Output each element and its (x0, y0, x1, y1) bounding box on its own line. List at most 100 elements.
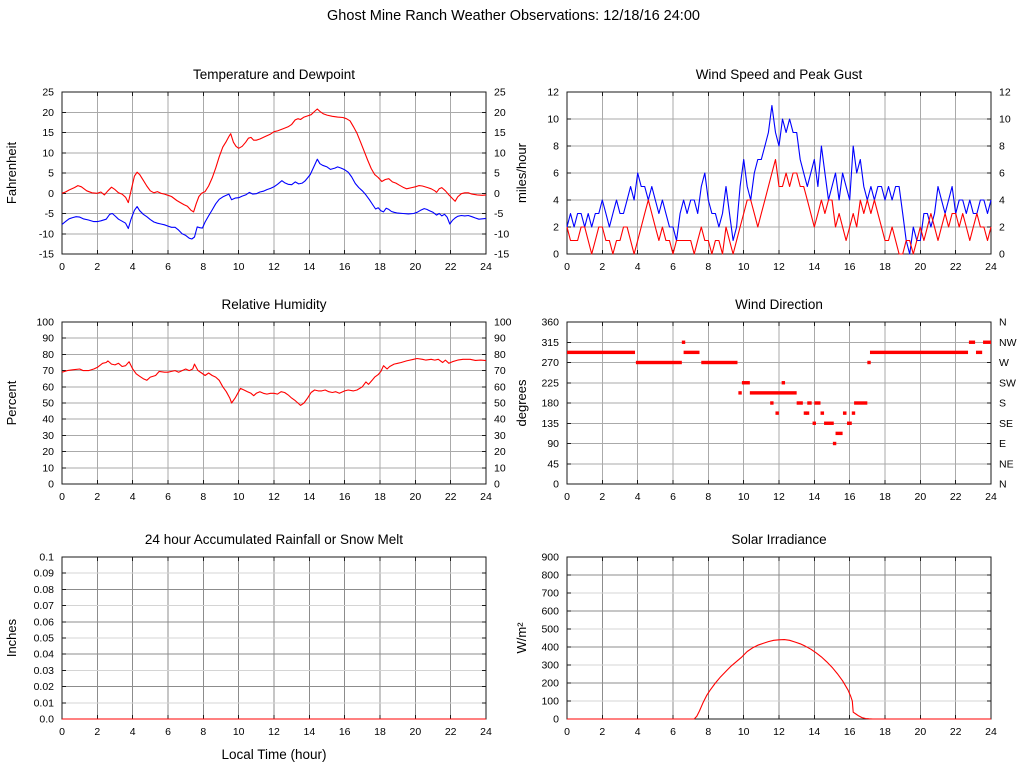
svg-text:2: 2 (94, 726, 100, 738)
svg-text:2: 2 (599, 261, 605, 273)
chart-wind-speed-peak-gust: 0 2 4 6 8 10 12 14 16 18 20 22 24 0 0 2 2 4 4 6 6 8 8 10 10 12 12 W… (514, 55, 1027, 304)
svg-text:4: 4 (553, 195, 559, 207)
svg-text:12: 12 (547, 87, 559, 99)
chart-title: Temperature and Dewpoint (193, 67, 355, 82)
svg-text:N: N (999, 479, 1007, 491)
svg-text:70: 70 (42, 365, 54, 377)
svg-text:20: 20 (409, 491, 421, 503)
svg-text:80: 80 (42, 349, 54, 361)
chart-solar-irradiance: 0 2 4 6 8 10 12 14 16 18 20 22 24 0 100 200 300 400 500 600… (514, 523, 1027, 772)
svg-text:10: 10 (999, 114, 1011, 126)
svg-text:70: 70 (494, 365, 506, 377)
svg-text:5: 5 (494, 168, 500, 180)
svg-text:8: 8 (200, 491, 206, 503)
y-axis-label: Fahrenheit (4, 142, 19, 205)
svg-text:14: 14 (303, 261, 315, 273)
tick-marks (566, 321, 992, 485)
svg-text:225: 225 (541, 377, 559, 389)
svg-text:4: 4 (130, 491, 136, 503)
svg-text:0: 0 (494, 479, 500, 491)
svg-text:20: 20 (914, 261, 926, 273)
svg-text:8: 8 (200, 261, 206, 273)
svg-text:135: 135 (541, 418, 559, 430)
svg-text:400: 400 (541, 642, 559, 654)
svg-text:10: 10 (494, 147, 506, 159)
chart-temperature-dewpoint: 0 2 4 6 8 10 12 14 16 18 20 22 24 -15 -15 -10 -10 -5 -5 0 0 5… (0, 55, 513, 304)
svg-text:45: 45 (547, 458, 559, 470)
svg-text:0: 0 (48, 188, 54, 200)
grid-layer (62, 322, 486, 484)
svg-text:0.03: 0.03 (34, 665, 55, 677)
chart-title: 24 hour Accumulated Rainfall or Snow Mel… (145, 532, 403, 547)
svg-text:6: 6 (165, 261, 171, 273)
svg-text:10: 10 (233, 491, 245, 503)
svg-text:0.01: 0.01 (34, 697, 55, 709)
svg-text:4: 4 (635, 491, 641, 503)
svg-text:0: 0 (553, 479, 559, 491)
series-layer (567, 639, 991, 720)
svg-text:15: 15 (42, 127, 54, 139)
svg-text:0.02: 0.02 (34, 681, 55, 693)
tick-labels: 0 2 4 6 8 10 12 14 16 18 20 22 24-15 -15-10 -10-5 -50 05… (39, 87, 510, 274)
svg-text:8: 8 (705, 491, 711, 503)
svg-text:SE: SE (999, 418, 1013, 430)
svg-text:24: 24 (985, 726, 997, 738)
svg-text:14: 14 (303, 726, 315, 738)
svg-text:20: 20 (409, 261, 421, 273)
chart-accumulated-rainfall: 0 2 4 6 8 10 12 14 16 18 20 22 24 0.0 0.01 0.02 0.03 0.04… (0, 523, 513, 772)
svg-text:2: 2 (553, 222, 559, 234)
svg-text:16: 16 (844, 726, 856, 738)
x-axis-label: Local Time (hour) (221, 747, 326, 762)
chart-title: Wind Speed and Peak Gust (696, 67, 863, 82)
svg-text:N: N (999, 317, 1007, 329)
svg-text:0: 0 (494, 188, 500, 200)
svg-text:0: 0 (553, 249, 559, 261)
svg-text:10: 10 (738, 491, 750, 503)
svg-text:0: 0 (59, 261, 65, 273)
svg-text:10: 10 (738, 261, 750, 273)
svg-text:10: 10 (738, 726, 750, 738)
svg-text:-15: -15 (39, 249, 54, 261)
svg-text:16: 16 (339, 491, 351, 503)
svg-text:0.05: 0.05 (34, 633, 55, 645)
series-layer (567, 340, 991, 446)
svg-text:6: 6 (165, 491, 171, 503)
svg-text:20: 20 (494, 446, 506, 458)
svg-text:6: 6 (553, 168, 559, 180)
svg-text:40: 40 (494, 414, 506, 426)
svg-text:6: 6 (670, 726, 676, 738)
svg-text:6: 6 (999, 168, 1005, 180)
svg-text:W: W (999, 357, 1009, 369)
series-layer (61, 357, 487, 406)
svg-text:2: 2 (94, 261, 100, 273)
chart-title: Relative Humidity (221, 297, 326, 312)
svg-text:14: 14 (303, 491, 315, 503)
y-axis-label: degrees (514, 379, 529, 426)
y-axis-label: W/m² (514, 622, 529, 654)
svg-text:0.1: 0.1 (39, 552, 54, 564)
grid-layer (62, 557, 486, 719)
chart-relative-humidity: 0 2 4 6 8 10 12 14 16 18 20 22 24 0 0 10 10 20 20 30 30 40 40 5… (0, 288, 513, 537)
svg-text:8: 8 (200, 726, 206, 738)
svg-text:22: 22 (950, 491, 962, 503)
svg-text:18: 18 (374, 726, 386, 738)
svg-text:0: 0 (564, 726, 570, 738)
svg-text:10: 10 (547, 114, 559, 126)
svg-text:14: 14 (808, 261, 820, 273)
temperature-dewpoint-plot: 0 2 4 6 8 10 12 14 16 18 20 22 24-15 -15-10 -10-5 -50 05… (4, 67, 510, 274)
svg-text:4: 4 (635, 726, 641, 738)
svg-text:50: 50 (42, 398, 54, 410)
y-axis-label: miles/hour (514, 142, 529, 203)
svg-text:10: 10 (42, 462, 54, 474)
svg-text:14: 14 (808, 726, 820, 738)
svg-text:4: 4 (130, 726, 136, 738)
svg-text:NE: NE (999, 458, 1014, 470)
tick-marks (61, 91, 487, 255)
svg-text:0: 0 (564, 491, 570, 503)
svg-text:0: 0 (564, 261, 570, 273)
svg-text:24: 24 (985, 491, 997, 503)
svg-text:25: 25 (42, 87, 54, 99)
svg-text:22: 22 (445, 261, 457, 273)
